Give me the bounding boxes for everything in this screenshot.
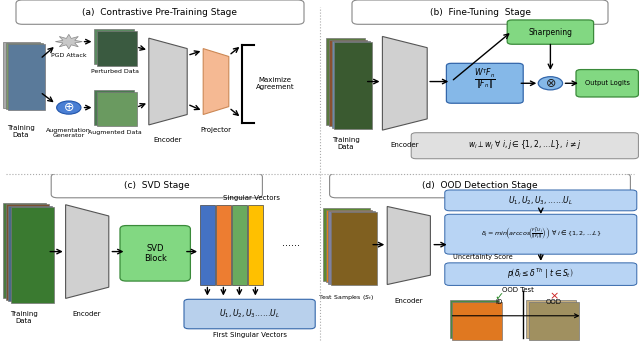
Bar xyxy=(3,203,47,298)
Bar xyxy=(97,92,137,126)
FancyBboxPatch shape xyxy=(445,214,637,254)
Text: OOD Test: OOD Test xyxy=(502,287,534,293)
FancyBboxPatch shape xyxy=(576,70,639,97)
Bar xyxy=(95,29,134,64)
Text: $U_1, U_2, U_3,\ldots\ldots U_L$: $U_1, U_2, U_3,\ldots\ldots U_L$ xyxy=(508,194,573,207)
Bar xyxy=(326,210,372,282)
Polygon shape xyxy=(149,38,187,125)
Bar xyxy=(6,43,42,109)
Bar xyxy=(329,40,367,126)
FancyBboxPatch shape xyxy=(447,63,524,103)
Circle shape xyxy=(56,101,81,114)
Text: (a)  Contrastive Pre-Training Stage: (a) Contrastive Pre-Training Stage xyxy=(83,8,237,17)
Bar xyxy=(6,204,49,300)
Text: Training
Data: Training Data xyxy=(10,311,38,323)
Text: $\checkmark$: $\checkmark$ xyxy=(495,291,504,301)
Bar xyxy=(526,300,576,338)
Bar xyxy=(452,302,502,340)
Text: Test Samples ($S_t$): Test Samples ($S_t$) xyxy=(317,293,374,302)
Text: Encoder: Encoder xyxy=(73,311,101,316)
Text: Augmentation
Generator: Augmentation Generator xyxy=(47,128,91,138)
Text: $\otimes$: $\otimes$ xyxy=(545,77,556,90)
Polygon shape xyxy=(383,36,428,130)
FancyBboxPatch shape xyxy=(445,190,637,211)
Text: Maximize
Agreement: Maximize Agreement xyxy=(256,77,294,90)
Polygon shape xyxy=(387,206,430,285)
Text: Training
Data: Training Data xyxy=(332,137,360,150)
FancyBboxPatch shape xyxy=(184,299,315,329)
Text: Encoder: Encoder xyxy=(390,142,419,148)
Text: PGD Attack: PGD Attack xyxy=(51,53,86,58)
Polygon shape xyxy=(56,34,83,49)
FancyBboxPatch shape xyxy=(507,20,594,44)
Polygon shape xyxy=(65,205,109,298)
Bar xyxy=(3,42,40,108)
Text: $\times$: $\times$ xyxy=(548,291,559,301)
Text: SVD
Block: SVD Block xyxy=(144,244,166,263)
Text: Training
Data: Training Data xyxy=(7,125,35,138)
Bar xyxy=(323,208,370,281)
Text: $w_i \perp w_j\ \forall\ i,j \in \{1,2,\ldots L\},\ i \neq j$: $w_i \perp w_j\ \forall\ i,j \in \{1,2,\… xyxy=(468,139,581,152)
Text: Augmented Data: Augmented Data xyxy=(88,130,141,135)
Text: $U_1, U_2, U_3\ldots\ldots U_L$: $U_1, U_2, U_3\ldots\ldots U_L$ xyxy=(219,308,280,320)
Polygon shape xyxy=(204,49,229,115)
Text: Projector: Projector xyxy=(200,127,232,133)
Bar xyxy=(248,205,263,285)
Text: Output Logits: Output Logits xyxy=(584,80,630,86)
Bar xyxy=(216,205,231,285)
Bar xyxy=(232,205,247,285)
Text: Encoder: Encoder xyxy=(395,298,423,304)
FancyBboxPatch shape xyxy=(352,0,608,24)
Text: ID: ID xyxy=(495,298,503,305)
FancyBboxPatch shape xyxy=(16,0,304,24)
Text: $\frac{W^TF_n}{\|F_n\|}$: $\frac{W^TF_n}{\|F_n\|}$ xyxy=(474,68,496,92)
Bar xyxy=(95,90,134,125)
Text: (c)  SVD Stage: (c) SVD Stage xyxy=(124,181,189,190)
Text: $\delta_i=min\!\left(arccos\!\left(\frac{F_t^T U_i}{\|F_t\|}\right)\right)\ \for: $\delta_i=min\!\left(arccos\!\left(\frac… xyxy=(481,226,601,241)
Text: (b)  Fine-Tuning  Stage: (b) Fine-Tuning Stage xyxy=(429,8,531,17)
Text: (d)  OOD Detection Stage: (d) OOD Detection Stage xyxy=(422,181,538,190)
Bar xyxy=(11,207,54,303)
Text: OOD: OOD xyxy=(545,298,562,305)
Text: Encoder: Encoder xyxy=(154,137,182,143)
Bar xyxy=(200,205,215,285)
Bar xyxy=(334,42,372,129)
Bar xyxy=(326,38,365,125)
Bar xyxy=(450,300,499,338)
Text: Uncertainty Score: Uncertainty Score xyxy=(453,254,513,260)
Bar xyxy=(328,211,375,284)
Text: Perturbed Data: Perturbed Data xyxy=(91,69,139,74)
Text: Singular Vectors: Singular Vectors xyxy=(223,195,280,201)
Bar xyxy=(332,41,370,128)
Bar xyxy=(97,31,137,66)
Text: Sharpening: Sharpening xyxy=(529,28,572,36)
FancyBboxPatch shape xyxy=(51,174,262,198)
Text: ......: ...... xyxy=(282,238,300,248)
Bar xyxy=(8,44,45,110)
FancyBboxPatch shape xyxy=(330,174,630,198)
FancyBboxPatch shape xyxy=(445,263,637,285)
Text: First Singular Vectors: First Singular Vectors xyxy=(212,332,287,338)
Text: $p\!\left(\delta_i \leq \delta^{Th}\ |\ t \in S_t\right)$: $p\!\left(\delta_i \leq \delta^{Th}\ |\ … xyxy=(508,267,574,281)
FancyBboxPatch shape xyxy=(120,226,191,281)
Bar xyxy=(529,302,579,340)
Bar xyxy=(8,206,52,301)
FancyBboxPatch shape xyxy=(412,133,639,159)
Circle shape xyxy=(538,77,563,90)
Text: $\oplus$: $\oplus$ xyxy=(63,101,74,114)
Bar xyxy=(331,212,378,285)
